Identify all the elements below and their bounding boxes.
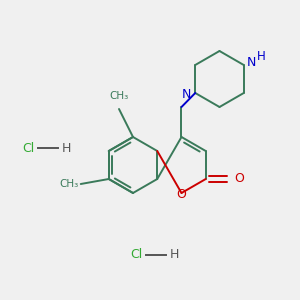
Text: O: O [235, 172, 244, 185]
Text: H: H [62, 142, 71, 154]
Text: Cl: Cl [22, 142, 34, 154]
Text: O: O [177, 188, 186, 202]
Text: CH₃: CH₃ [59, 179, 78, 189]
Text: N: N [182, 88, 191, 101]
Text: N: N [247, 56, 256, 70]
Text: H: H [170, 248, 179, 262]
Text: Cl: Cl [130, 248, 142, 262]
Text: H: H [257, 50, 266, 64]
Text: CH₃: CH₃ [110, 91, 129, 101]
